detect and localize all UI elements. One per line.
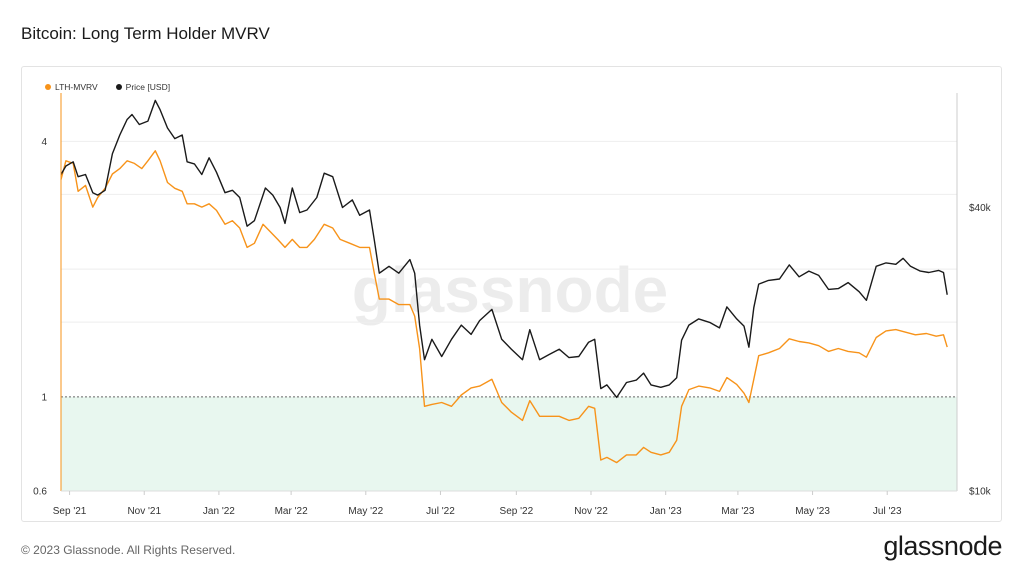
x-tick-label: Sep '22 <box>500 506 534 517</box>
x-tick-label: Jul '23 <box>873 506 902 517</box>
x-tick-label: Jan '22 <box>203 506 235 517</box>
x-tick-label: Sep '21 <box>53 506 87 517</box>
legend-label-price: Price [USD] <box>125 82 171 92</box>
glassnode-logo[interactable]: glassnode <box>883 531 1002 561</box>
x-tick-label: Jul '22 <box>426 506 455 517</box>
x-tick-label: Nov '22 <box>574 506 608 517</box>
x-tick-label: Nov '21 <box>127 506 161 517</box>
y-right-tick-label: $10k <box>969 487 992 498</box>
x-tick-label: Mar '22 <box>275 506 308 517</box>
chart-card <box>21 66 1002 522</box>
y-left-tick-label: 4 <box>41 137 47 148</box>
legend-item-lth-mvrv[interactable]: LTH-MVRV <box>45 82 98 92</box>
legend-item-price[interactable]: Price [USD] <box>115 82 171 92</box>
series-line-lth-mvrv <box>60 150 948 464</box>
copyright-notice: © 2023 Glassnode. All Rights Reserved. <box>21 543 236 557</box>
x-tick-label: Jan '23 <box>650 506 682 517</box>
watermark: glassnode <box>352 254 669 326</box>
page-title: Bitcoin: Long Term Holder MVRV <box>21 24 270 43</box>
legend-label-lth-mvrv: LTH-MVRV <box>55 82 98 92</box>
x-tick-label: May '22 <box>348 506 383 517</box>
x-tick-label: May '23 <box>795 506 830 517</box>
series-line-price <box>60 99 948 399</box>
y-left-tick-label: 0.6 <box>33 487 47 498</box>
y-left-tick-label: 1 <box>41 392 47 403</box>
x-tick-label: Mar '23 <box>721 506 754 517</box>
chart-legend: LTH-MVRV Price [USD] <box>45 82 170 92</box>
below-one-zone <box>61 396 957 491</box>
legend-swatch-lth-mvrv <box>45 84 51 90</box>
y-right-tick-label: $40k <box>969 203 992 214</box>
legend-swatch-price <box>115 84 122 90</box>
